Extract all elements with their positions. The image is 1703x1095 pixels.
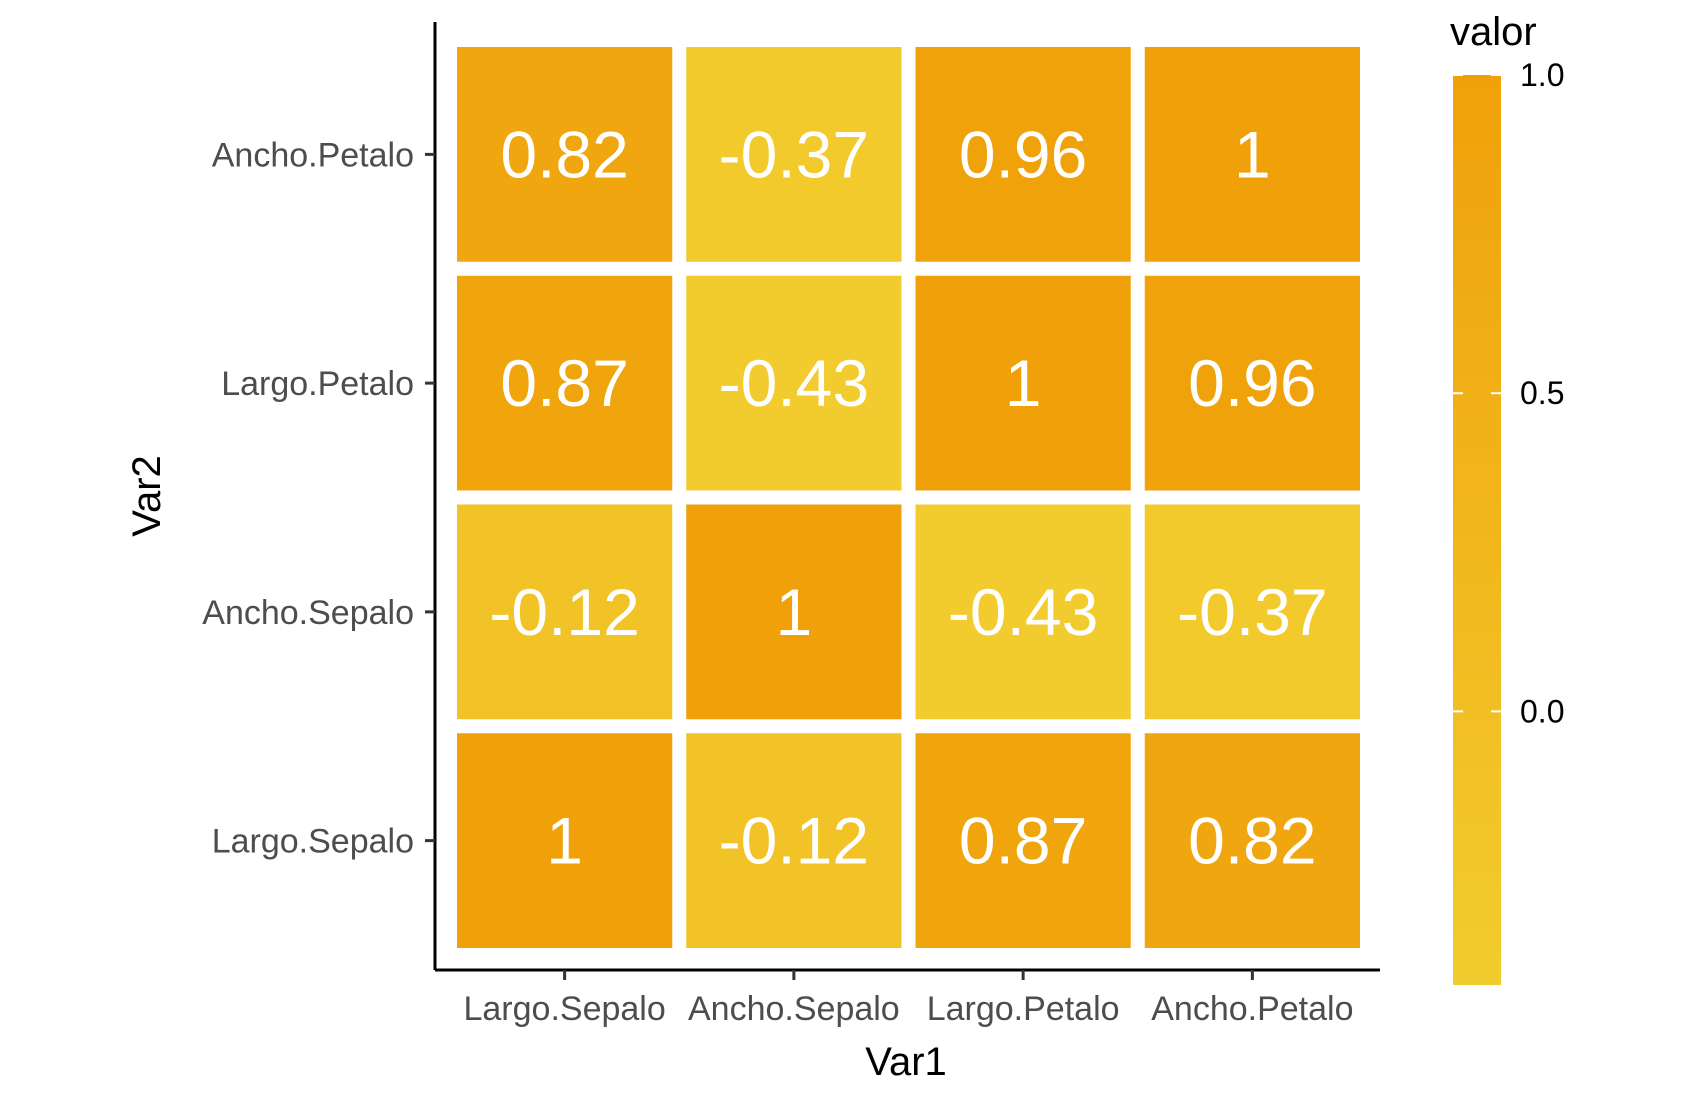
- y-tick-label: Largo.Sepalo: [212, 823, 414, 861]
- y-tick-label: Largo.Petalo: [221, 365, 414, 403]
- x-tick-label: Ancho.Petalo: [1151, 990, 1353, 1028]
- heatmap-cell: [915, 275, 1131, 491]
- color-legend: valor 1.0 0.5 0.0: [1450, 10, 1564, 985]
- y-axis-title: Var2: [125, 455, 169, 537]
- cell-value-label: 0.96: [1188, 346, 1316, 420]
- cell-value-label: -0.37: [1177, 575, 1327, 649]
- cell-value-label: 0.82: [500, 117, 628, 191]
- legend-colorbar: [1453, 75, 1501, 985]
- heatmap-cell: [686, 275, 902, 491]
- heatmap-cell: [1144, 275, 1360, 491]
- cell-value-label: 1: [1234, 117, 1271, 191]
- legend-tick-label: 0.0: [1520, 693, 1564, 729]
- legend-ticks: 1.0 0.5 0.0: [1453, 57, 1564, 729]
- cell-value-label: 0.87: [959, 804, 1087, 878]
- cell-value-label: 0.82: [1188, 804, 1316, 878]
- cell-value-label: 1: [546, 804, 583, 878]
- x-tick-label: Largo.Petalo: [927, 990, 1120, 1028]
- cell-value-label: -0.12: [719, 804, 869, 878]
- heatmap-cell: [457, 733, 673, 948]
- cell-value-label: 0.87: [500, 346, 628, 420]
- cell-value-label: -0.43: [948, 575, 1098, 649]
- cell-value-label: -0.43: [719, 346, 869, 420]
- cell-value-label: -0.12: [489, 575, 639, 649]
- heatmap-cell: [686, 504, 902, 720]
- heatmap-cell: [1144, 733, 1360, 948]
- legend-tick-label: 0.5: [1520, 375, 1564, 411]
- x-tick-label: Ancho.Sepalo: [688, 990, 900, 1028]
- legend-title: valor: [1450, 10, 1537, 54]
- cell-value-label: 1: [1005, 346, 1042, 420]
- axis-ticks: Largo.Sepalo Ancho.Sepalo Largo.Petalo Anch…: [202, 136, 1353, 1028]
- y-tick-label: Ancho.Petalo: [212, 136, 414, 174]
- x-axis-title: Var1: [865, 1040, 947, 1084]
- axes: [433, 22, 1380, 972]
- heatmap-cell: [686, 47, 902, 262]
- x-tick-label: Largo.Sepalo: [463, 990, 665, 1028]
- heatmap-cell: [915, 47, 1131, 262]
- heatmap-cell: [457, 504, 673, 720]
- heatmap-cell: [457, 47, 673, 262]
- y-tick-label: Ancho.Sepalo: [202, 594, 414, 632]
- cell-value-label: 0.96: [959, 117, 1087, 191]
- heatmap-cells: 1 -0.12 0.87 0.82 -0.12 1 -0.43 -0.37 0.87 -0.43 1…: [457, 47, 1360, 948]
- heatmap-cell: [1144, 47, 1360, 262]
- cell-value-label: -0.37: [719, 117, 869, 191]
- heatmap-cell: [457, 275, 673, 491]
- heatmap-cell: [1144, 504, 1360, 720]
- heatmap-cell: [915, 733, 1131, 948]
- legend-tick-label: 1.0: [1520, 57, 1564, 93]
- cell-value-label: 1: [776, 575, 813, 649]
- heatmap-cell: [915, 504, 1131, 720]
- heatmap-cell: [686, 733, 902, 948]
